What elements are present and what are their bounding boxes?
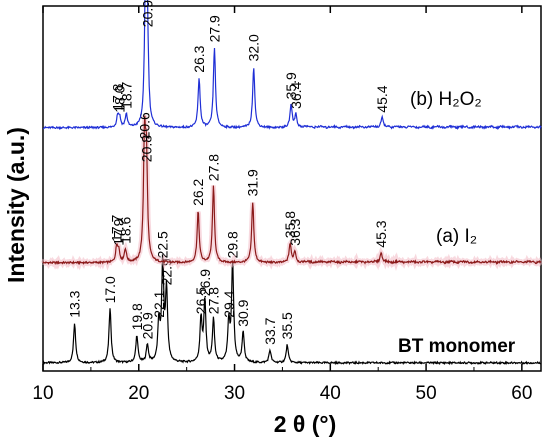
peak-label: 26.5 [193, 287, 209, 314]
peak-label: 32.0 [246, 34, 262, 61]
peak-label: 22.1 [151, 290, 167, 317]
peak-label: 45.3 [373, 220, 389, 247]
xrd-trace-1 [42, 115, 542, 266]
peak-label: 18.0 [112, 85, 128, 112]
peak-label: 27.9 [206, 15, 222, 42]
peak-label: 29.8 [225, 231, 241, 258]
peak-label: 31.9 [245, 169, 261, 196]
peak-label: 20.9 [139, 0, 155, 27]
peak-label: 30.9 [235, 299, 251, 326]
series-label: BT monomer [398, 336, 516, 357]
x-axis-label: 2 θ (°) [274, 411, 337, 437]
x-tick-label: 40 [320, 383, 341, 404]
xrd-trace-2 [42, 0, 542, 131]
peak-label: 17.8 [110, 83, 126, 110]
x-tick-label: 20 [128, 383, 149, 404]
peak-label: 35.8 [282, 211, 298, 238]
peak-label: 26.2 [190, 178, 206, 205]
y-axis-label: Intensity (a.u.) [3, 127, 29, 283]
series-label: (a) I₂ [436, 226, 477, 247]
plot-frame [42, 5, 542, 372]
peak-label: 33.7 [262, 317, 278, 344]
peak-label: 29.4 [221, 290, 237, 317]
plot-area: 10 20 30 40 50 6013.317.019.820.922.122.522.9… [32, 0, 543, 404]
peak-label: 22.5 [155, 231, 171, 258]
peak-label: 26.9 [197, 269, 213, 296]
peak-label: 36.4 [288, 81, 304, 108]
series-label: (b) H₂O₂ [410, 89, 482, 110]
peak-label: 20.9 [139, 312, 155, 339]
peak-label: 19.8 [129, 303, 145, 330]
peak-label: 20.6 [137, 112, 153, 139]
x-tick-label: 50 [416, 383, 437, 404]
peak-label: 17.7 [109, 215, 125, 242]
peak-label: 17.9 [111, 218, 127, 245]
peak-label: 35.9 [283, 72, 299, 99]
peak-label: 18.6 [117, 216, 133, 243]
x-tick-label: 10 [32, 383, 53, 404]
x-tick-label: 60 [511, 383, 532, 404]
peak-label: 17.0 [102, 276, 118, 303]
x-tick-label: 30 [224, 383, 245, 404]
peak-label: 27.8 [206, 287, 222, 314]
peak-label: 18.7 [118, 81, 134, 108]
peak-label: 26.3 [191, 45, 207, 72]
peak-label: 13.3 [67, 290, 83, 317]
peak-label: 35.5 [279, 312, 295, 339]
xrd-trace-0 [42, 254, 542, 366]
peak-label: 27.8 [206, 154, 222, 181]
peak-label: 20.8 [138, 135, 154, 162]
peak-label: 45.4 [374, 85, 390, 112]
peak-label: 36.3 [287, 218, 303, 245]
